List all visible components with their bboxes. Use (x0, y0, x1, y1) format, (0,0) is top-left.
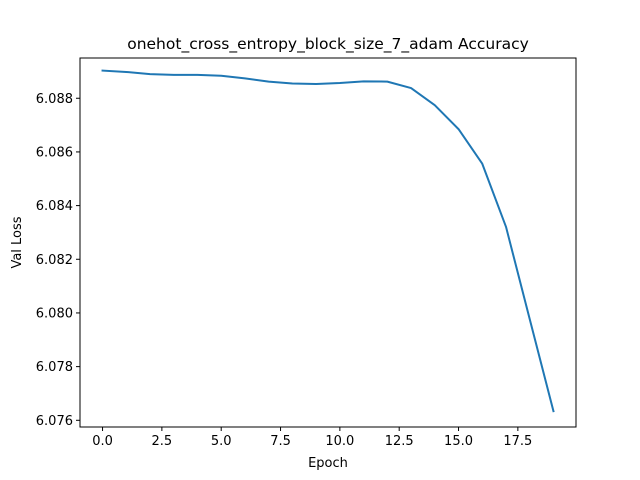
x-tick-label: 15.0 (444, 434, 473, 449)
plot-area: 0.0 2.5 5.0 7.5 10.0 12.5 15.0 17.5 6.076 6.078 6.… (36, 69, 555, 449)
chart-title: onehot_cross_entropy_block_size_7_adam A… (127, 35, 529, 54)
x-tick-label: 10.0 (325, 434, 354, 449)
x-tick-label: 17.5 (503, 434, 532, 449)
x-tick-label: 7.5 (270, 434, 291, 449)
plot-frame (79, 57, 577, 428)
y-tick-label: 6.088 (36, 92, 73, 107)
y-tick-label: 6.078 (36, 360, 73, 375)
y-tick-label: 6.086 (36, 145, 73, 160)
x-tick-label: 0.0 (92, 434, 113, 449)
y-tick-label: 6.084 (36, 199, 73, 214)
series-line (101, 69, 555, 413)
x-tick-label: 12.5 (385, 434, 414, 449)
y-tick-label: 6.076 (36, 414, 73, 429)
y-tick-label: 6.082 (36, 253, 73, 268)
y-tick-label: 6.080 (36, 306, 73, 321)
x-tick-label: 5.0 (211, 434, 232, 449)
x-tick-label: 2.5 (152, 434, 173, 449)
x-axis-title: Epoch (308, 456, 348, 471)
y-axis-title: Val Loss (10, 216, 25, 268)
